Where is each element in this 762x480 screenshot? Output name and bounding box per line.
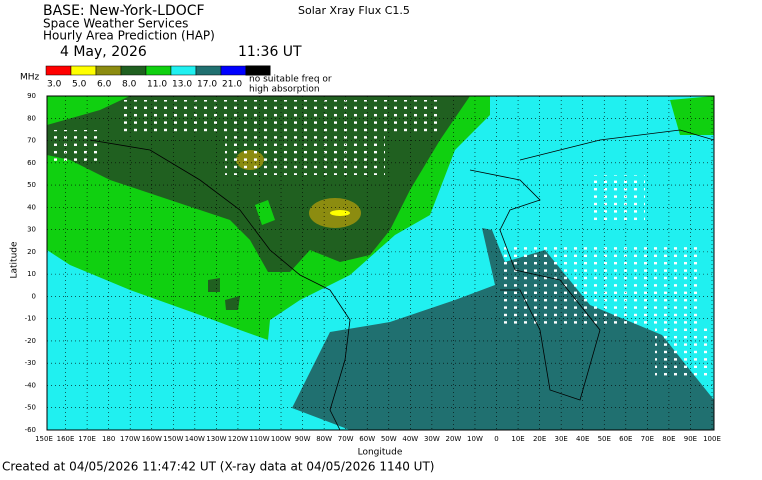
no-freq-area: [120, 100, 440, 135]
lon-tick: 150E: [35, 435, 53, 443]
lat-tick: 20: [27, 248, 36, 256]
lon-tick: 20W: [445, 435, 461, 443]
lat-tick: 50: [27, 181, 36, 189]
lon-tick: 150W: [163, 435, 183, 443]
ticks: 9080706050403020100-10-20-30-40-50-60150…: [25, 92, 721, 443]
map: [47, 96, 714, 430]
no-freq-area: [500, 245, 700, 325]
lon-tick: 80E: [662, 435, 675, 443]
legend-label: 17.0: [197, 80, 217, 90]
lat-tick: 90: [27, 92, 36, 100]
legend-label: 21.0: [222, 80, 242, 90]
legend-swatch: [170, 65, 197, 76]
legend-swatch: [120, 65, 147, 76]
legend-label: 8.0: [122, 80, 137, 90]
lon-tick: 160W: [142, 435, 162, 443]
lat-tick: 40: [27, 203, 36, 211]
lat-tick: -20: [25, 337, 36, 345]
lat-tick: 70: [27, 137, 36, 145]
legend-label: 3.0: [47, 80, 62, 90]
legend-label: 5.0: [72, 80, 87, 90]
lon-tick: 100W: [271, 435, 291, 443]
map-frame: [46, 95, 715, 431]
lon-tick: 40E: [576, 435, 589, 443]
legend-swatch: [45, 65, 72, 76]
time: 11:36 UT: [238, 44, 302, 60]
legend-swatch: [70, 65, 97, 76]
lon-tick: 0: [494, 435, 498, 443]
no-freq-dots: [245, 65, 271, 76]
lon-tick: 40W: [402, 435, 418, 443]
legend-unit: MHz: [20, 73, 40, 83]
lat-tick: 80: [27, 114, 36, 122]
legend-label: 13.0: [172, 80, 192, 90]
no-freq-area: [590, 175, 645, 225]
lon-tick: 120W: [228, 435, 248, 443]
x-label: Longitude: [358, 448, 403, 458]
no-freq-2: high absorption: [249, 85, 320, 95]
lat-tick: 30: [27, 226, 36, 234]
region-11mhz-east: [670, 96, 714, 135]
org: Space Weather Services: [43, 17, 188, 31]
legend-swatch: [195, 65, 222, 76]
lat-tick: -60: [25, 426, 36, 434]
lon-tick: 130W: [206, 435, 226, 443]
lon-tick: 10E: [511, 435, 524, 443]
coastline: [89, 129, 714, 430]
legend-label: 6.0: [97, 80, 112, 90]
product: Hourly Area Prediction (HAP): [43, 29, 215, 43]
no-freq-area: [52, 130, 97, 165]
lon-tick: 180: [102, 435, 115, 443]
lon-tick: 30W: [424, 435, 440, 443]
flux: Solar Xray Flux C1.5: [298, 4, 410, 17]
date: 4 May, 2026: [60, 44, 147, 60]
legend: 3.0 5.0 6.0 8.0 11.0 13.0 17.0 21.0: [45, 65, 247, 90]
base-title: BASE: New-York-LDOCF: [43, 3, 205, 19]
lon-tick: 170E: [78, 435, 96, 443]
region-17mhz: [292, 228, 714, 430]
lat-tick: 0: [32, 292, 36, 300]
region-8mhz-patch: [225, 296, 240, 310]
no-freq-area: [225, 135, 385, 175]
legend-swatch: [145, 65, 172, 76]
lon-tick: 160E: [57, 435, 75, 443]
lon-tick: 110W: [249, 435, 269, 443]
lat-tick: -30: [25, 359, 36, 367]
y-label: Latitude: [10, 241, 20, 279]
lon-tick: 30E: [554, 435, 567, 443]
legend-swatch: [95, 65, 122, 76]
no-freq-area: [655, 325, 710, 380]
legend-label: 11.0: [147, 80, 167, 90]
lon-tick: 60W: [359, 435, 375, 443]
lon-tick: 20E: [533, 435, 546, 443]
region-8mhz-patch2: [208, 278, 220, 292]
lon-tick: 50W: [381, 435, 397, 443]
no-freq-1: no suitable freq or: [249, 75, 332, 85]
legend-swatch: [220, 65, 247, 76]
lon-tick: 100E: [703, 435, 721, 443]
lon-tick: 70E: [641, 435, 654, 443]
lon-tick: 90W: [295, 435, 311, 443]
lat-tick: -50: [25, 404, 36, 412]
lon-tick: 10W: [467, 435, 483, 443]
lon-tick: 70W: [338, 435, 354, 443]
lat-tick: -10: [25, 315, 36, 323]
lat-tick: -40: [25, 381, 36, 389]
region-11mhz-patch: [255, 200, 275, 225]
footer: Created at 04/05/2026 11:47:42 UT (X-ray…: [2, 460, 434, 474]
lon-tick: 60E: [619, 435, 632, 443]
lon-tick: 90E: [684, 435, 697, 443]
lon-tick: 50E: [598, 435, 611, 443]
lon-tick: 140W: [185, 435, 205, 443]
region-5mhz: [330, 210, 350, 216]
lat-tick: 10: [27, 270, 36, 278]
lon-tick: 170W: [120, 435, 140, 443]
lon-tick: 80W: [316, 435, 332, 443]
lat-tick: 60: [27, 159, 36, 167]
